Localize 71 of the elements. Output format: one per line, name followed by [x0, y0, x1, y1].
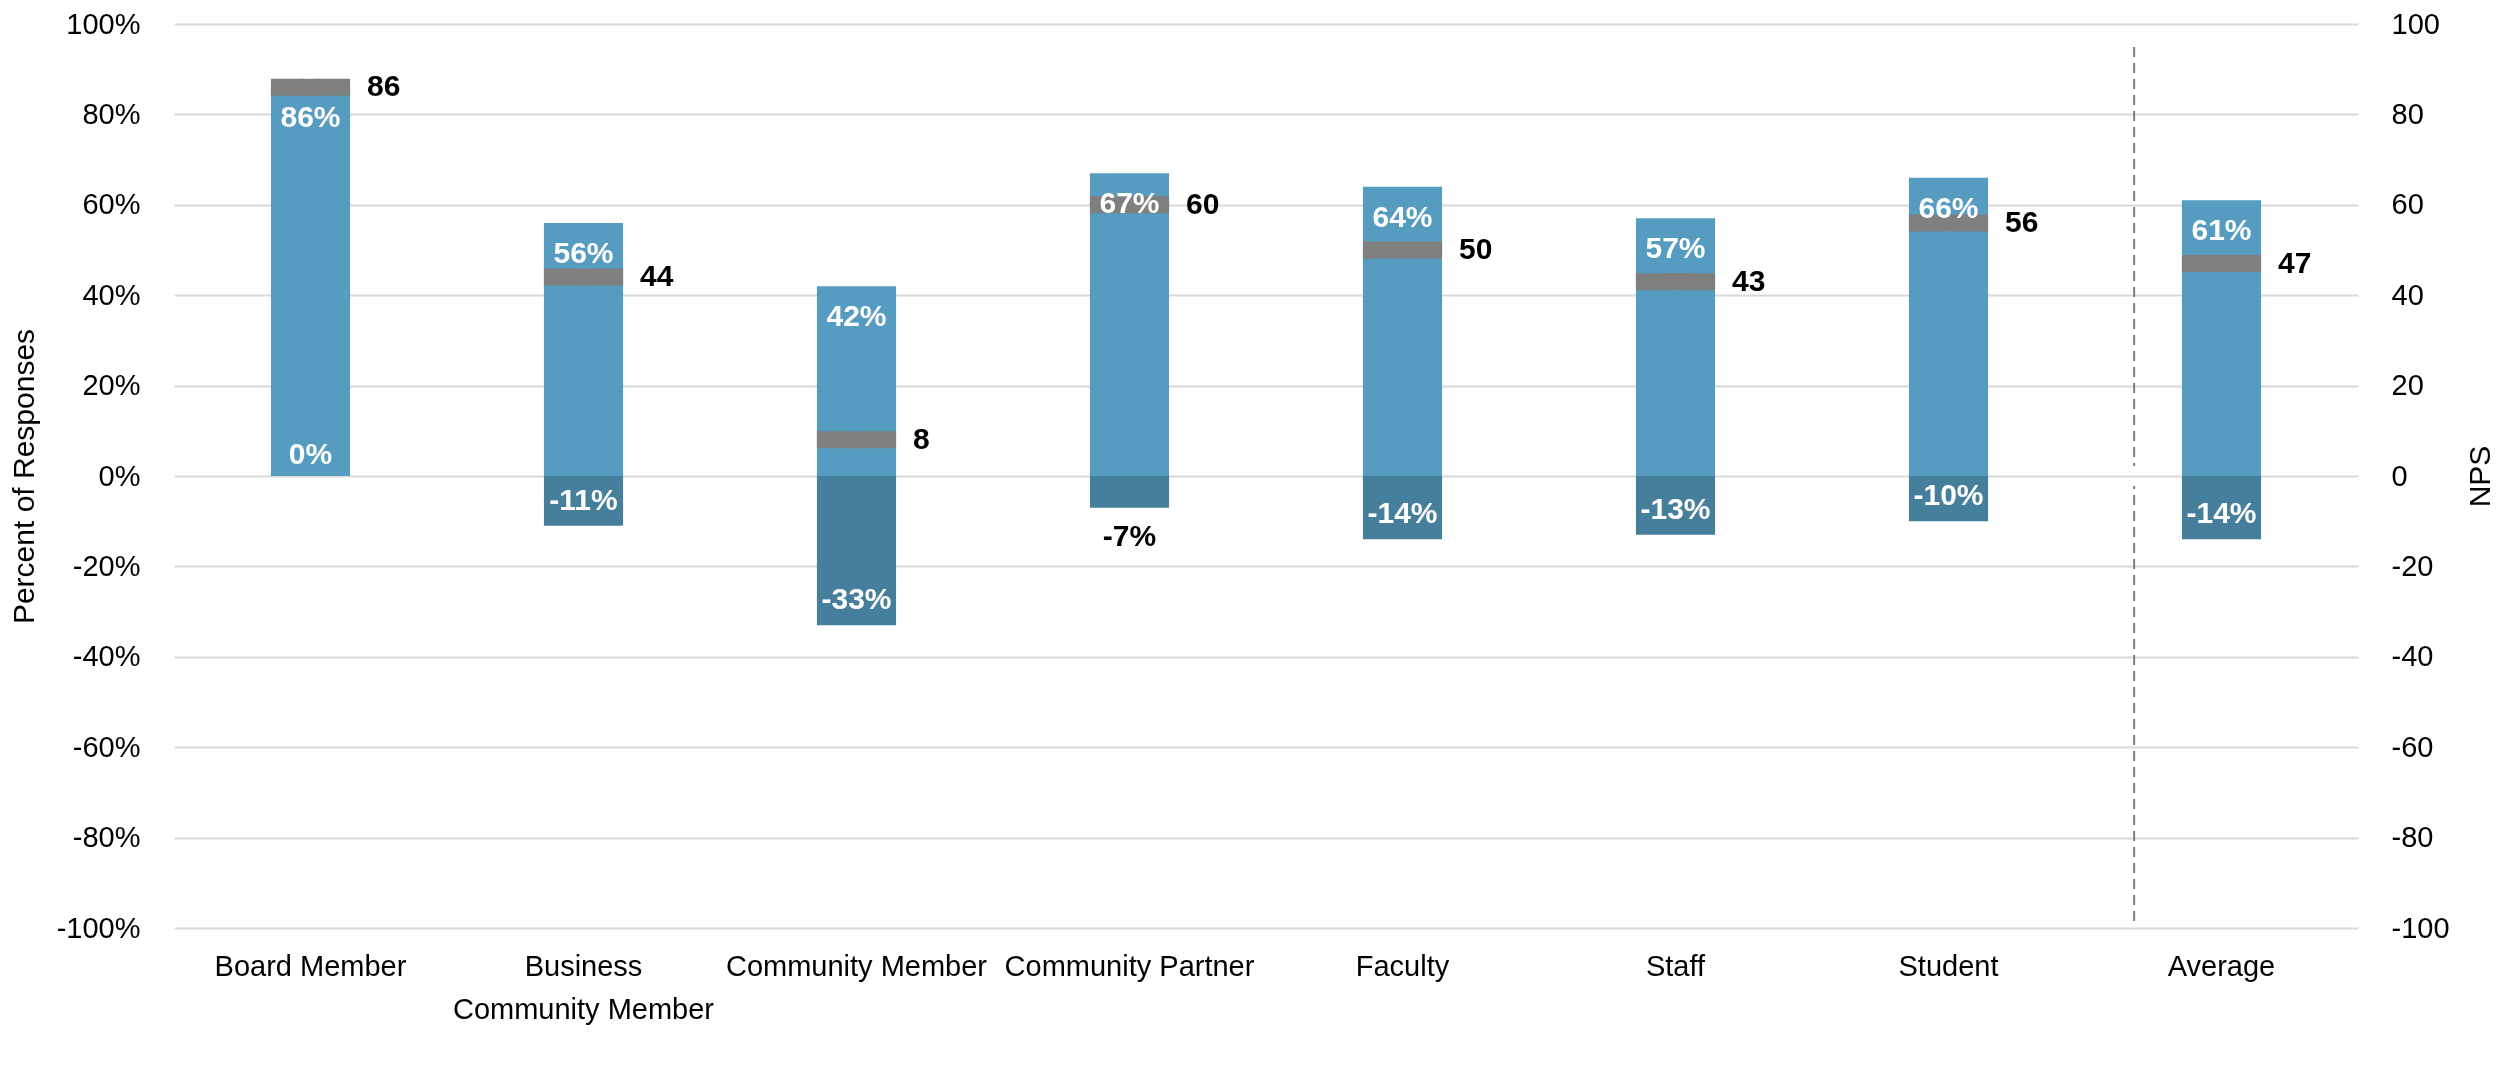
y2-tick-label: -40: [2391, 640, 2434, 673]
y2-tick-label: -80: [2391, 821, 2434, 854]
y2-tick-label: -20: [2391, 549, 2434, 582]
data-label: 56: [2005, 204, 2039, 238]
data-label: 47: [2278, 245, 2312, 279]
data-label: 56%: [553, 235, 614, 269]
bar: [543, 222, 624, 476]
bar: [2181, 200, 2262, 476]
y-tick-label: -80%: [72, 821, 141, 854]
annotation: 0%: [288, 437, 333, 470]
x-tick-label: Board Member: [214, 949, 407, 982]
data-label: 86%: [280, 100, 341, 134]
data-label: -14%: [2186, 496, 2257, 530]
data-label: -14%: [1367, 496, 1438, 530]
bar: [816, 286, 897, 476]
y2-tick-label: 100: [2391, 7, 2440, 40]
y2-tick-label: 20: [2391, 369, 2424, 402]
x-tick-label: Business Community Member: [452, 949, 715, 1025]
x-tick-label: Faculty: [1355, 949, 1450, 982]
data-label: -10%: [1913, 478, 1984, 512]
y-tick-label: -20%: [72, 549, 141, 582]
point: [575, 268, 592, 286]
data-label: -13%: [1640, 491, 1711, 525]
y-tick-label: -60%: [72, 730, 141, 763]
y-tick-label: 20%: [82, 369, 141, 402]
y2-tick-label: -100: [2391, 911, 2450, 944]
y2-axis-title: NPS: [2462, 445, 2496, 508]
y2-tick-label: 40: [2391, 278, 2424, 311]
bar: [816, 476, 897, 626]
x-tick-label: Average: [2167, 949, 2276, 982]
bar: [1908, 177, 1989, 476]
y-tick-label: 100%: [66, 7, 141, 40]
data-label: 66%: [1918, 190, 1979, 224]
data-label: -33%: [821, 582, 892, 616]
bar: [1089, 173, 1170, 476]
point: [2213, 255, 2230, 273]
data-label: -11%: [549, 482, 618, 516]
data-label: 43: [1732, 263, 1766, 297]
data-label: 61%: [2191, 213, 2252, 247]
y2-tick-label: 80: [2391, 97, 2424, 130]
x-tick-label: Community Member: [725, 949, 988, 982]
data-label: 44: [640, 259, 674, 293]
data-label: 57%: [1645, 231, 1706, 265]
data-label: 86: [367, 69, 401, 103]
point: [848, 431, 865, 449]
y-tick-label: 0%: [98, 459, 141, 492]
y-tick-label: 60%: [82, 188, 141, 221]
data-label: 67%: [1099, 186, 1160, 220]
data-label: 50: [1459, 232, 1493, 265]
x-tick-label: Staff: [1645, 949, 1706, 982]
bar: [1089, 476, 1170, 508]
y-axis-title: Percent of Responses: [6, 328, 40, 625]
y-tick-label: -100%: [56, 911, 141, 944]
y-tick-label: 40%: [82, 278, 141, 311]
data-label: 42%: [826, 299, 887, 333]
x-tick-label: Community Partner: [1004, 949, 1255, 982]
point: [302, 78, 319, 96]
y2-tick-label: 0: [2391, 459, 2408, 492]
y2-tick-label: -60: [2391, 730, 2434, 763]
point: [1667, 273, 1684, 291]
y2-tick-label: 60: [2391, 188, 2424, 221]
data-label: -7%: [1102, 518, 1157, 552]
data-label: 64%: [1372, 199, 1433, 233]
x-tick-label: Student: [1898, 949, 1999, 982]
bar: [1362, 186, 1443, 476]
data-label: 8: [913, 421, 930, 455]
y-tick-label: -40%: [72, 640, 141, 673]
data-label: 60: [1186, 186, 1220, 220]
y-tick-label: 80%: [82, 97, 141, 130]
point: [1394, 241, 1411, 259]
bar: [1635, 218, 1716, 476]
